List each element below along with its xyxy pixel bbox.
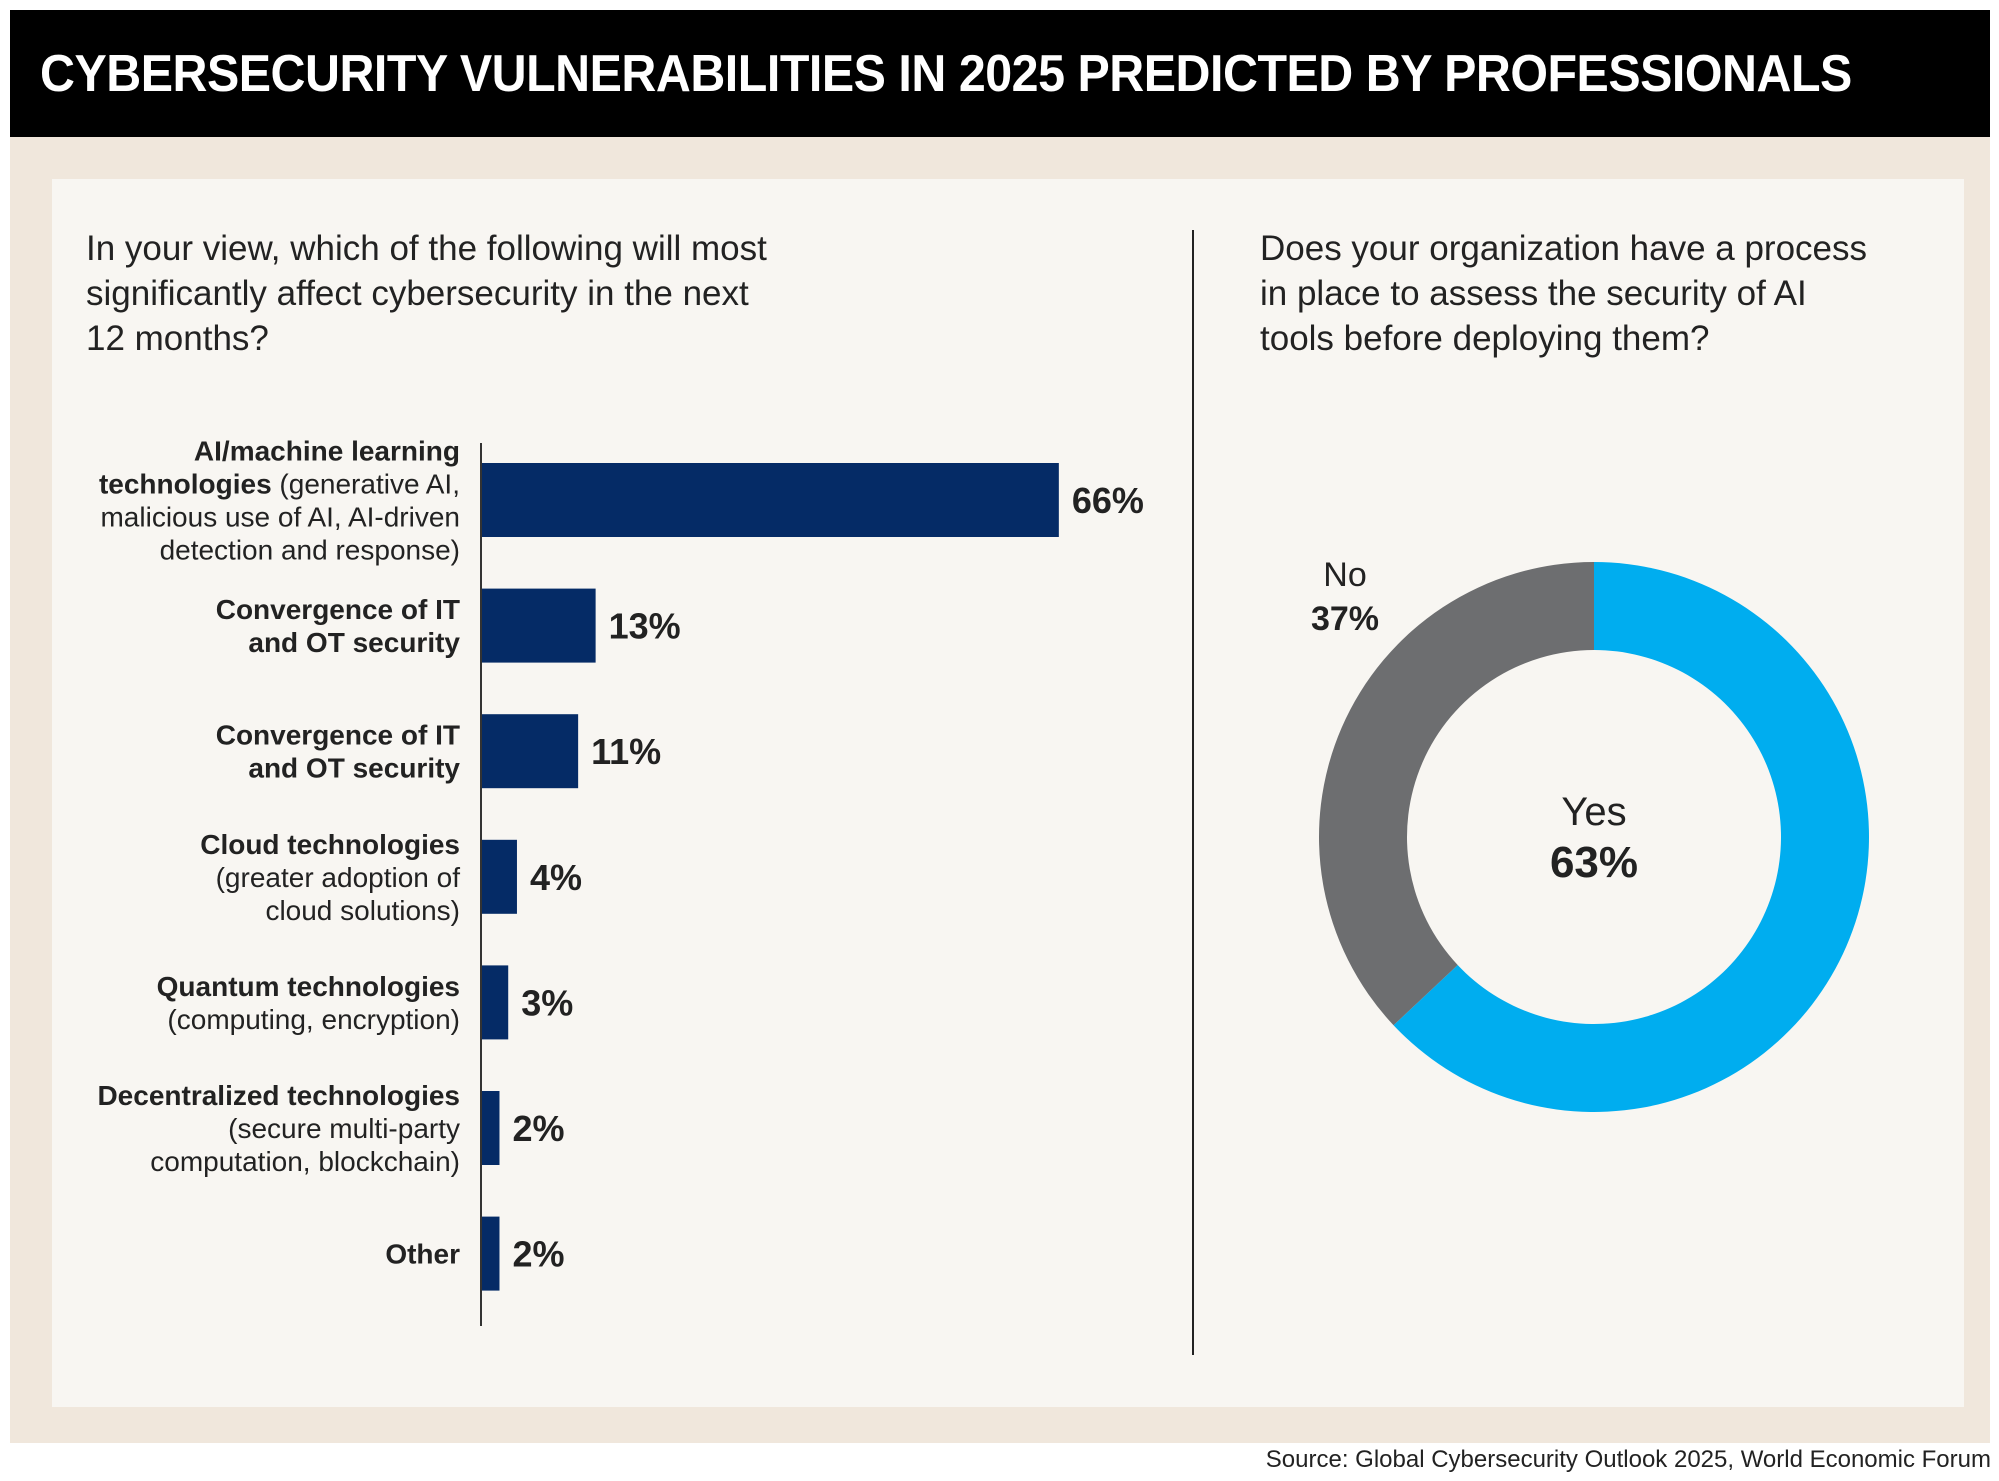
- bar-chart-question: In your view, which of the following wil…: [86, 229, 767, 358]
- bar-value-label-2: 11%: [591, 731, 661, 772]
- bar-value-label-5: 2%: [512, 1108, 564, 1149]
- bar-category-label-0-line: technologies (generative AI,: [99, 469, 460, 500]
- source-note: Source: Global Cybersecurity Outlook 202…: [1265, 1446, 1991, 1473]
- bar-2: [482, 714, 579, 789]
- donut-chart-question: Does your organization have a process in…: [1260, 229, 1868, 358]
- frame: [10, 137, 1990, 1443]
- donut-slice-yes: [1393, 562, 1869, 1112]
- bar-category-label-2: Convergence of IT and OT security: [216, 720, 461, 784]
- page-title: CYBERSECURITY VULNERABILITIES IN 2025 PR…: [40, 44, 1852, 103]
- title-bar: CYBERSECURITY VULNERABILITIES IN 2025 PR…: [10, 10, 1990, 137]
- bar-6: [482, 1216, 500, 1291]
- bar-1: [482, 588, 596, 663]
- bar-4: [482, 965, 509, 1040]
- bar-value-label-0: 66%: [1072, 480, 1144, 521]
- bar-category-label-3: Cloud technologies (greater adoption of cl…: [200, 829, 460, 926]
- bar-value-label-3: 4%: [530, 857, 582, 898]
- donut-value-yes: 63%: [1550, 838, 1638, 887]
- bar-category-label-1: Convergence of IT and OT security: [216, 594, 461, 658]
- bar-0: [482, 463, 1059, 537]
- content-panel: [52, 179, 1964, 1407]
- bar-value-label-1: 13%: [609, 606, 681, 647]
- donut-label-no: No: [1323, 556, 1366, 594]
- bar-3: [482, 839, 517, 914]
- bar-value-label-6: 2%: [512, 1234, 564, 1275]
- panel-divider: [1192, 230, 1194, 1355]
- bar-value-label-4: 3%: [521, 982, 573, 1023]
- bar-category-label-4: Quantum technologies (computing, encrypti…: [157, 971, 460, 1035]
- donut-value-no: 37%: [1311, 600, 1379, 638]
- bar-category-label-6: Other: [385, 1239, 460, 1270]
- donut-label-yes: Yes: [1561, 790, 1626, 834]
- donut-slice-no: [1318, 562, 1594, 1026]
- bar-5: [482, 1091, 500, 1165]
- bar-category-label-5: Decentralized technologies (secure multi-…: [97, 1080, 460, 1177]
- bar-category-label-0: AI/machine learning malicious use of AI, …: [100, 436, 460, 566]
